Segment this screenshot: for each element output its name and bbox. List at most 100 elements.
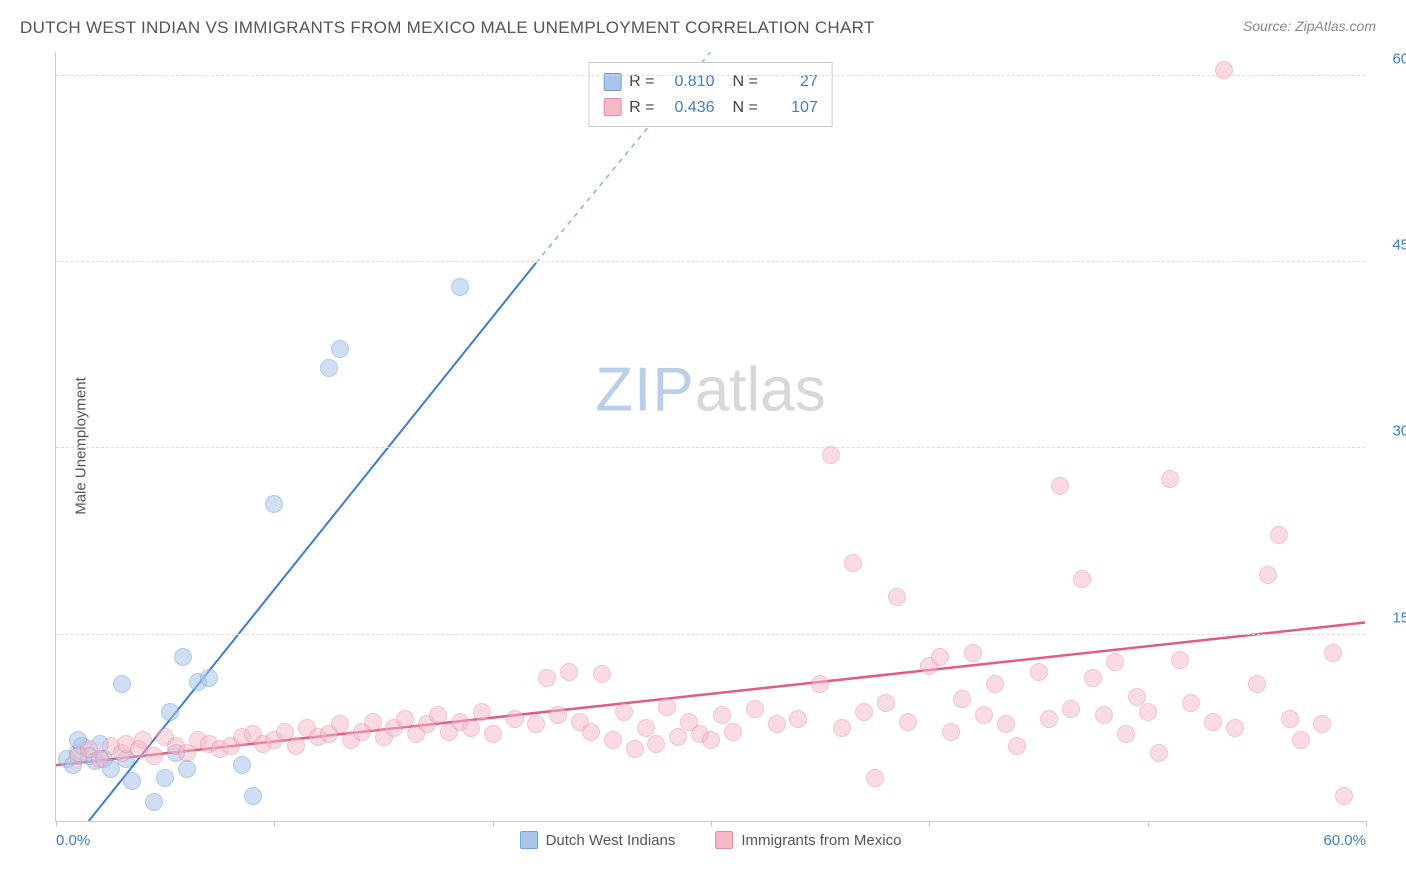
scatter-point [134,731,152,749]
legend-swatch [603,98,621,116]
scatter-point [647,735,665,753]
scatter-point [429,706,447,724]
scatter-point [822,446,840,464]
gridline [56,447,1365,448]
scatter-point [161,703,179,721]
stats-n-value: 107 [766,95,818,121]
scatter-point [844,554,862,572]
scatter-point [702,731,720,749]
scatter-point [178,760,196,778]
scatter-point [1150,744,1168,762]
scatter-point [1030,663,1048,681]
scatter-point [1161,470,1179,488]
x-tick [493,821,494,827]
x-tick [274,821,275,827]
scatter-point [156,769,174,787]
chart-source: Source: ZipAtlas.com [1243,18,1376,34]
scatter-point [200,669,218,687]
watermark: ZIPatlas [595,355,825,426]
scatter-point [265,495,283,513]
y-tick-label: 30.0% [1375,423,1406,440]
scatter-point [1062,700,1080,718]
scatter-point [593,665,611,683]
watermark-atlas: atlas [695,356,826,425]
scatter-point [506,710,524,728]
scatter-point [549,706,567,724]
scatter-point [942,723,960,741]
scatter-point [1040,710,1058,728]
chart-header: DUTCH WEST INDIAN VS IMMIGRANTS FROM MEX… [0,0,1406,46]
scatter-point [582,723,600,741]
legend-label: Immigrants from Mexico [741,832,901,849]
scatter-point [320,359,338,377]
scatter-point [1106,653,1124,671]
stats-r-label: R = [629,95,654,121]
stats-n-label: N = [733,69,758,95]
scatter-point [287,737,305,755]
scatter-point [964,644,982,662]
scatter-point [1008,737,1026,755]
scatter-point [833,719,851,737]
scatter-point [538,669,556,687]
scatter-point [484,725,502,743]
stats-n-value: 27 [766,69,818,95]
scatter-point [527,715,545,733]
scatter-point [1171,651,1189,669]
scatter-point [899,713,917,731]
scatter-point [986,675,1004,693]
scatter-point [626,740,644,758]
gridline [56,75,1365,76]
scatter-point [953,690,971,708]
x-tick [1366,821,1367,827]
stats-r-value: 0.436 [663,95,715,121]
trend-lines-svg [56,52,1365,821]
x-tick [711,821,712,827]
scatter-point [713,706,731,724]
scatter-point [113,675,131,693]
scatter-point [888,588,906,606]
scatter-point [145,747,163,765]
scatter-point [615,703,633,721]
gridline [56,634,1365,635]
scatter-point [331,340,349,358]
legend-swatch [715,831,733,849]
chart-plot-area: ZIPatlas R =0.810N =27R =0.436N =107 Dut… [55,52,1365,822]
scatter-point [997,715,1015,733]
scatter-point [462,719,480,737]
scatter-point [1182,694,1200,712]
x-tick [929,821,930,827]
y-tick-label: 15.0% [1375,609,1406,626]
scatter-point [1259,566,1277,584]
x-tick [1148,821,1149,827]
scatter-point [1281,710,1299,728]
scatter-point [1073,570,1091,588]
scatter-point [1095,706,1113,724]
stats-n-label: N = [733,95,758,121]
scatter-point [451,278,469,296]
scatter-point [473,703,491,721]
scatter-point [1248,675,1266,693]
scatter-point [877,694,895,712]
scatter-point [145,793,163,811]
scatter-point [1084,669,1102,687]
scatter-point [789,710,807,728]
scatter-point [331,715,349,733]
chart-title: DUTCH WEST INDIAN VS IMMIGRANTS FROM MEX… [20,18,875,38]
scatter-point [1139,703,1157,721]
stats-row: R =0.810N =27 [603,69,818,95]
legend-swatch [520,831,538,849]
scatter-point [1226,719,1244,737]
scatter-point [855,703,873,721]
scatter-point [811,675,829,693]
scatter-point [1051,477,1069,495]
x-tick-label: 60.0% [1323,832,1366,849]
scatter-point [1215,61,1233,79]
scatter-point [768,715,786,733]
scatter-point [669,728,687,746]
bottom-legend: Dutch West Indians Immigrants from Mexico [520,831,902,849]
legend-item: Immigrants from Mexico [715,831,901,849]
scatter-point [637,719,655,737]
scatter-point [1324,644,1342,662]
legend-label: Dutch West Indians [546,832,676,849]
scatter-point [1292,731,1310,749]
